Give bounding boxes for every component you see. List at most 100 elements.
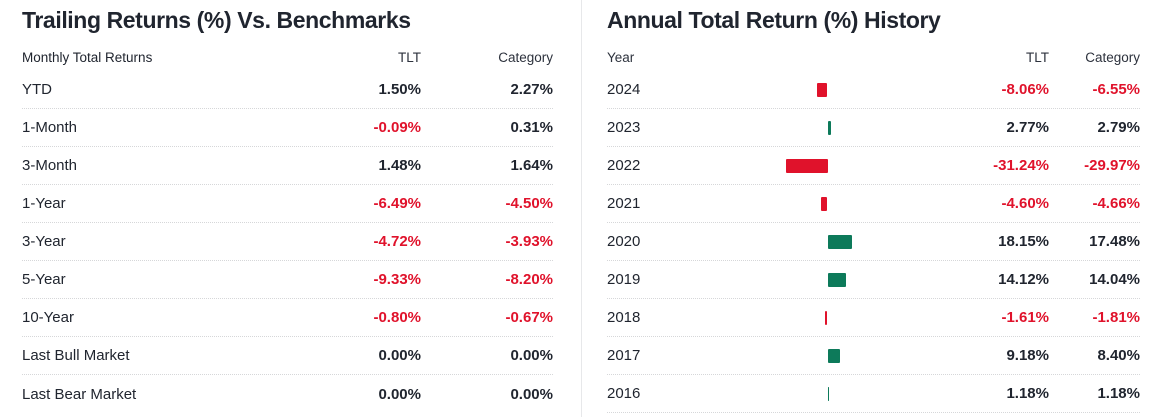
tlt-value: 1.50% (378, 81, 421, 98)
return-bar (816, 82, 828, 97)
year-label: 2020 (607, 233, 641, 250)
row-label: 1-Year (22, 195, 66, 212)
row-label: 3-Month (22, 157, 78, 174)
table-row: 2016 1.18% 1.18% (607, 375, 1140, 413)
return-bar (827, 234, 852, 249)
bar-cell (667, 375, 939, 412)
table-row: 1-Month -0.09% 0.31% (22, 109, 553, 147)
year-label: 2024 (607, 81, 641, 98)
trailing-returns-title: Trailing Returns (%) Vs. Benchmarks (22, 7, 411, 33)
bar-cell (667, 299, 939, 336)
category-value: -6.55% (1092, 81, 1140, 98)
annual-returns-panel: Annual Total Return (%) History Year TLT… (581, 0, 1157, 417)
tlt-value: 0.00% (378, 385, 421, 403)
table-row: YTD 1.50% 2.27% (22, 71, 553, 109)
tlt-value: -8.06% (1001, 81, 1049, 98)
table-row: 5-Year -9.33% -8.20% (22, 261, 553, 299)
annual-table-body: 2024 -8.06% -6.55% 2023 2.77% 2.79% 2022… (607, 71, 1140, 413)
tlt-value: 0.00% (378, 347, 421, 364)
category-value: 2.27% (510, 81, 553, 98)
trailing-header-row: Monthly Total Returns TLT Category (22, 43, 553, 71)
category-value: -4.66% (1092, 195, 1140, 212)
tlt-value: -4.72% (373, 233, 421, 250)
tlt-value: -0.80% (373, 309, 421, 326)
category-value: -3.93% (505, 233, 553, 250)
table-row: 3-Year -4.72% -3.93% (22, 223, 553, 261)
row-label: 10-Year (22, 309, 74, 326)
bar-cell (667, 147, 939, 184)
annual-header-bar-spacer (667, 43, 939, 71)
year-label: 2019 (607, 271, 641, 288)
table-row: 2024 -8.06% -6.55% (607, 71, 1140, 109)
table-row: 2020 18.15% 17.48% (607, 223, 1140, 261)
bar-cell (667, 261, 939, 298)
tlt-value: 1.18% (1006, 385, 1049, 402)
year-label: 2017 (607, 347, 641, 364)
bar-cell (667, 185, 939, 222)
table-row: 2021 -4.60% -4.66% (607, 185, 1140, 223)
bar-cell (667, 71, 939, 108)
category-value: 0.00% (510, 347, 553, 364)
tlt-value: -0.09% (373, 119, 421, 136)
col-header-monthly-total-returns: Monthly Total Returns (22, 49, 153, 65)
return-bar (785, 158, 828, 173)
category-value: 1.64% (510, 157, 553, 174)
table-row: Last Bull Market 0.00% 0.00% (22, 337, 553, 375)
tlt-value: -6.49% (373, 195, 421, 212)
category-value: 17.48% (1089, 233, 1140, 250)
year-label: 2022 (607, 157, 641, 174)
row-label: 5-Year (22, 271, 66, 288)
tlt-value: 18.15% (998, 233, 1049, 250)
category-value: -8.20% (505, 271, 553, 288)
return-bar (821, 196, 828, 211)
table-row: 2019 14.12% 14.04% (607, 261, 1140, 299)
tlt-value: 14.12% (998, 271, 1049, 288)
table-row: 1-Year -6.49% -4.50% (22, 185, 553, 223)
tlt-value: 1.48% (378, 157, 421, 174)
return-bar (827, 272, 847, 287)
year-label: 2018 (607, 309, 641, 326)
bar-cell (667, 337, 939, 374)
category-value: 2.79% (1097, 119, 1140, 136)
category-value: 1.18% (1097, 385, 1140, 402)
row-label: 1-Month (22, 119, 78, 136)
category-value: 0.00% (510, 385, 553, 403)
row-label: Last Bear Market (22, 385, 137, 403)
table-row: 3-Month 1.48% 1.64% (22, 147, 553, 185)
col-header-tlt: TLT (1026, 49, 1049, 65)
category-value: -1.81% (1092, 309, 1140, 326)
col-header-year: Year (607, 49, 635, 65)
trailing-returns-panel: Trailing Returns (%) Vs. Benchmarks Mont… (22, 7, 553, 413)
tlt-value: 2.77% (1006, 119, 1049, 136)
return-bar (827, 120, 832, 135)
year-label: 2016 (607, 385, 641, 402)
trailing-table-body: YTD 1.50% 2.27% 1-Month -0.09% 0.31% 3-M… (22, 71, 553, 413)
col-header-category: Category (1085, 49, 1140, 65)
return-bar (827, 386, 830, 401)
table-row: 2018 -1.61% -1.81% (607, 299, 1140, 337)
tlt-value: -4.60% (1001, 195, 1049, 212)
return-bar (825, 310, 828, 325)
year-label: 2023 (607, 119, 641, 136)
row-label: Last Bull Market (22, 347, 130, 364)
table-row: Last Bear Market 0.00% 0.00% (22, 375, 553, 413)
category-value: 0.31% (510, 119, 553, 136)
row-label: YTD (22, 81, 52, 98)
col-header-category: Category (498, 49, 553, 65)
row-label: 3-Year (22, 233, 66, 250)
tlt-value: -31.24% (993, 157, 1049, 174)
annual-returns-title: Annual Total Return (%) History (607, 7, 941, 33)
bar-cell (667, 223, 939, 260)
category-value: -0.67% (505, 309, 553, 326)
table-row: 10-Year -0.80% -0.67% (22, 299, 553, 337)
annual-header-row: Year TLT Category (607, 43, 1140, 71)
category-value: -4.50% (505, 195, 553, 212)
table-row: 2017 9.18% 8.40% (607, 337, 1140, 375)
category-value: 8.40% (1097, 347, 1140, 364)
tlt-value: 9.18% (1006, 347, 1049, 364)
return-bar (827, 348, 840, 363)
col-header-tlt: TLT (398, 49, 421, 65)
tlt-value: -9.33% (373, 271, 421, 288)
category-value: -29.97% (1084, 157, 1140, 174)
